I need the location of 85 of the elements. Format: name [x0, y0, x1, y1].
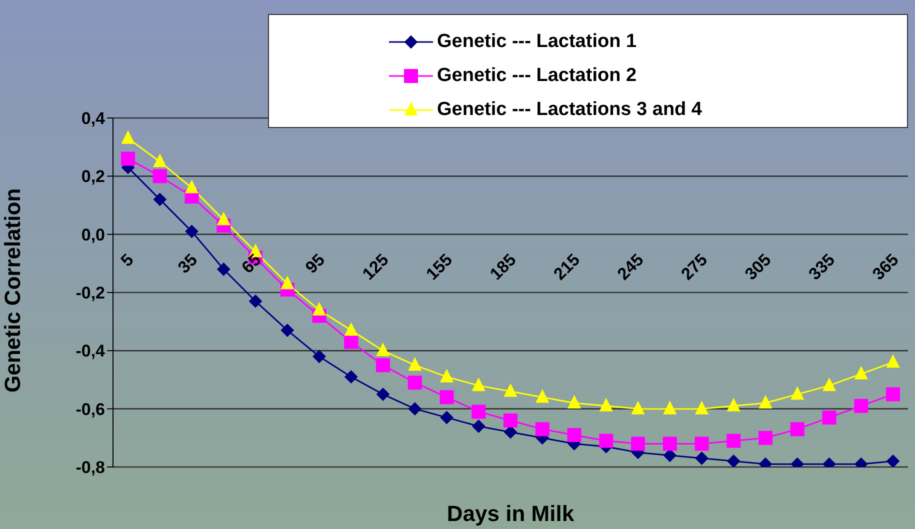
point	[632, 401, 644, 414]
x-tick-label: 215	[550, 250, 584, 284]
point	[152, 169, 167, 184]
point	[695, 452, 708, 465]
point	[662, 436, 677, 451]
point	[504, 384, 517, 397]
legend-label: Genetic --- Lactation 2	[437, 65, 637, 87]
point	[695, 401, 708, 414]
point	[599, 434, 614, 448]
x-tick-label: 185	[486, 250, 520, 284]
point	[376, 358, 390, 372]
point	[504, 426, 517, 439]
point	[727, 398, 740, 412]
point	[344, 322, 358, 336]
point	[472, 420, 486, 433]
point	[280, 276, 294, 290]
x-tick-label: 305	[741, 250, 775, 284]
point	[663, 448, 676, 462]
point	[886, 387, 900, 402]
point	[122, 130, 134, 144]
point	[536, 390, 549, 403]
point	[759, 396, 772, 409]
point	[185, 180, 198, 194]
point	[727, 454, 740, 467]
point	[886, 454, 900, 467]
point	[822, 410, 836, 425]
point	[472, 404, 486, 419]
y-axis-title: Genetic Correlation	[0, 188, 25, 392]
point	[440, 390, 454, 404]
x-tick-label: 245	[614, 250, 648, 284]
y-tick-label: -0,2	[76, 284, 105, 303]
x-tick-label: 335	[805, 250, 839, 284]
point	[408, 358, 422, 371]
x-tick-label: 155	[422, 250, 456, 284]
point	[312, 350, 326, 363]
x-tick-label: 365	[868, 250, 902, 284]
x-tick-label: 35	[174, 250, 202, 278]
point	[568, 396, 581, 409]
point	[790, 422, 804, 436]
point	[121, 152, 135, 166]
x-tick-label: 65	[238, 250, 265, 278]
point	[758, 430, 772, 445]
point	[376, 388, 390, 401]
legend-label: Genetic --- Lactations 3 and 4	[437, 99, 702, 121]
point	[280, 324, 294, 337]
y-tick-label: -0,6	[76, 400, 105, 419]
x-axis-title: Days in Milk	[446, 501, 575, 526]
point	[312, 302, 326, 316]
point	[790, 386, 804, 400]
point	[504, 413, 518, 428]
point	[185, 224, 198, 238]
point	[726, 434, 741, 448]
point	[344, 334, 358, 349]
x-tick-label: 125	[358, 250, 392, 284]
point	[600, 398, 613, 412]
point	[217, 262, 230, 276]
point	[854, 366, 868, 380]
y-tick-label: 0,0	[81, 225, 105, 244]
point	[472, 378, 486, 392]
point	[854, 398, 868, 413]
y-tick-label: -0,4	[76, 342, 106, 361]
y-tick-label: -0,8	[76, 458, 105, 478]
point	[822, 378, 836, 392]
point	[440, 369, 454, 382]
point	[408, 402, 422, 416]
point	[694, 436, 709, 451]
point	[344, 370, 358, 384]
point	[886, 354, 900, 368]
y-tick-label: 0,2	[81, 167, 105, 186]
point	[153, 154, 166, 168]
point	[663, 401, 676, 414]
point	[249, 294, 262, 308]
x-tick-label: 95	[302, 250, 329, 278]
point	[376, 343, 390, 356]
point	[535, 422, 550, 436]
point	[217, 212, 230, 226]
x-tick-label: 275	[678, 250, 712, 284]
point	[440, 411, 454, 424]
y-tick-label: 0,4	[81, 109, 106, 128]
point	[631, 436, 645, 451]
legend-label: Genetic --- Lactation 1	[437, 31, 637, 53]
point	[567, 428, 582, 442]
point	[408, 376, 422, 390]
x-tick-label: 5	[117, 250, 138, 270]
point	[153, 192, 166, 206]
